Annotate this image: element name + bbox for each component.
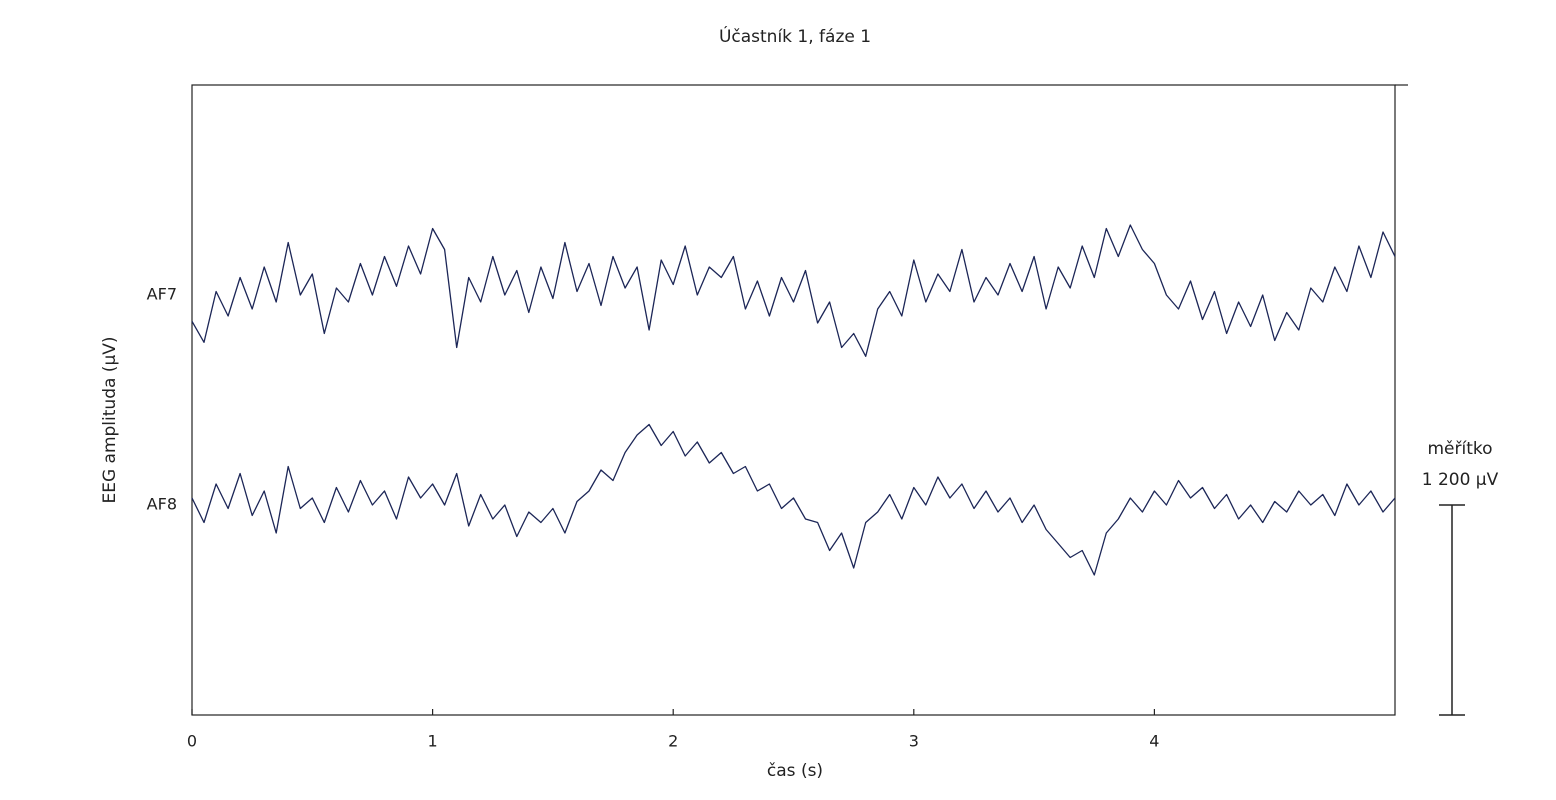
eeg-trace (191, 423, 1396, 576)
scale-bar-title: měřítko (1427, 439, 1492, 459)
x-tick-label: 2 (668, 732, 678, 751)
y-axis-label: EEG amplituda (µV) (100, 336, 120, 503)
x-tick-label: 4 (1149, 732, 1159, 751)
eeg-trace (191, 224, 1396, 357)
plot-frame (191, 84, 1396, 716)
chart-title: Účastník 1, fáze 1 (719, 25, 871, 47)
x-tick-label: 1 (428, 732, 438, 751)
x-axis-label: čas (s) (767, 761, 823, 781)
x-tick-label: 0 (187, 732, 197, 751)
y-tick-label: AF8 (147, 495, 177, 514)
y-tick-label: AF7 (147, 285, 177, 304)
x-tick-label: 3 (909, 732, 919, 751)
scale-bar-label: 1 200 µV (1422, 470, 1499, 490)
